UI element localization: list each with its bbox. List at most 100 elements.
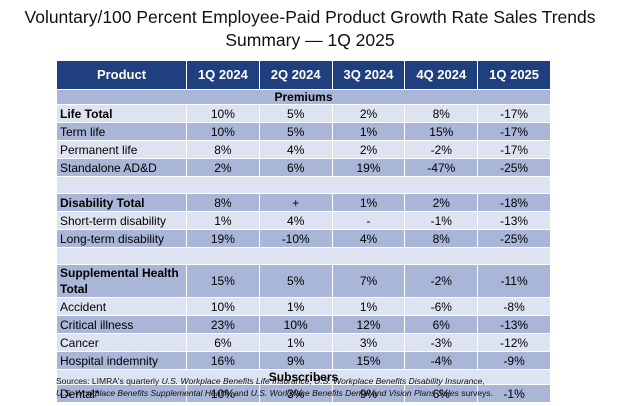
cell-value: 2%: [331, 140, 406, 159]
cell-value: 1%: [186, 211, 260, 230]
table-row: Long-term disability 19% -10% 4% 8% -25%: [56, 229, 551, 248]
row-label: Short-term disability: [56, 211, 187, 230]
table-header-row: Product 1Q 2024 2Q 2024 3Q 2024 4Q 2024 …: [56, 60, 551, 90]
cell-value: 1%: [258, 297, 333, 316]
cell-value: 3%: [331, 333, 406, 352]
cell-value: -6%: [404, 297, 479, 316]
row-label: Permanent life: [56, 140, 187, 159]
sources-text: ,: [309, 376, 315, 386]
spacer-row: [56, 247, 551, 265]
row-label: Life Total: [56, 104, 187, 123]
cell-value: -1%: [404, 211, 479, 230]
row-label: Hospital indemnity: [56, 351, 187, 370]
cell-value: -47%: [404, 158, 479, 177]
column-header-3q-2024: 3Q 2024: [331, 60, 406, 90]
cell-value: 19%: [331, 158, 406, 177]
cell-value: 5%: [258, 104, 333, 123]
cell-value: 1%: [331, 297, 406, 316]
cell-value: 23%: [186, 315, 260, 334]
cell-value: 15%: [186, 264, 260, 298]
cell-value: -13%: [477, 211, 551, 230]
spacer-row: [56, 176, 551, 194]
cell-value: 1%: [258, 333, 333, 352]
cell-value: 10%: [186, 104, 260, 123]
cell-value: 10%: [186, 297, 260, 316]
row-label: Supplemental Health Total: [56, 264, 187, 298]
survey-name: U.S. Workplace Benefits Life Insurance: [161, 376, 310, 386]
table-row: Cancer 6% 1% 3% -3% -12%: [56, 333, 551, 352]
table-row: Critical illness 23% 10% 12% 6% -13%: [56, 315, 551, 334]
cell-value: -17%: [477, 104, 551, 123]
table-row: Accident 10% 1% 1% -6% -8%: [56, 297, 551, 316]
spacer-cell: [56, 247, 551, 265]
cell-value: 2%: [404, 193, 479, 212]
column-header-4q-2024: 4Q 2024: [404, 60, 479, 90]
cell-value: 8%: [404, 229, 479, 248]
table-row: Term life 10% 5% 1% 15% -17%: [56, 122, 551, 141]
cell-value: +: [258, 193, 333, 212]
cell-value: 2%: [186, 158, 260, 177]
cell-value: -10%: [258, 229, 333, 248]
column-header-product: Product: [56, 60, 187, 90]
cell-value: 15%: [404, 122, 479, 141]
cell-value: -11%: [477, 264, 551, 298]
survey-name: U.S. Workplace Benefits Supplemental Hea…: [56, 388, 230, 398]
survey-name: U.S. Workplace Benefits Disability Insur…: [314, 376, 483, 386]
cell-value: 9%: [331, 384, 406, 403]
cell-value: 1%: [331, 193, 406, 212]
row-label: Long-term disability: [56, 229, 187, 248]
cell-value: 19%: [186, 229, 260, 248]
cell-value: 6%: [258, 158, 333, 177]
cell-value: -12%: [477, 333, 551, 352]
cell-value: -18%: [477, 193, 551, 212]
cell-value: -17%: [477, 140, 551, 159]
cell-value: -3%: [404, 333, 479, 352]
row-label: Dental*: [56, 384, 187, 403]
sources-text: Sources: LIMRA's quarterly: [56, 376, 162, 386]
sources-text: surveys.: [458, 388, 493, 398]
section-label-premiums: Premiums: [56, 89, 551, 105]
cell-value: -4%: [404, 351, 479, 370]
table-row: Permanent life 8% 4% 2% -2% -17%: [56, 140, 551, 159]
sources-footnote: Sources: LIMRA's quarterly U.S. Workplac…: [56, 375, 616, 399]
page-title: Voluntary/100 Percent Employee-Paid Prod…: [24, 7, 596, 50]
cell-value: -8%: [477, 297, 551, 316]
cell-value: 7%: [331, 264, 406, 298]
cell-value: 4%: [331, 229, 406, 248]
column-header-1q-2025: 1Q 2025: [477, 60, 551, 90]
cell-value: 2%: [331, 104, 406, 123]
row-label: Disability Total: [56, 193, 187, 212]
cell-value: 12%: [331, 315, 406, 334]
cell-value: 6%: [186, 333, 260, 352]
column-header-1q-2024: 1Q 2024: [186, 60, 260, 90]
cell-value: -25%: [477, 158, 551, 177]
table-row: Standalone AD&D 2% 6% 19% -47% -25%: [56, 158, 551, 177]
cell-value: 5%: [258, 264, 333, 298]
sources-text: , and: [229, 388, 251, 398]
table-row: Short-term disability 1% 4% - -1% -13%: [56, 211, 551, 230]
table-row: Supplemental Health Total 15% 5% 7% -2% …: [56, 264, 551, 298]
cell-value: 6%: [404, 315, 479, 334]
cell-value: -17%: [477, 122, 551, 141]
cell-value: 3%: [258, 384, 333, 403]
cell-value: -25%: [477, 229, 551, 248]
cell-value: 16%: [186, 351, 260, 370]
cell-value: -13%: [477, 315, 551, 334]
row-label: Term life: [56, 122, 187, 141]
cell-value: 1%: [331, 122, 406, 141]
cell-value: 4%: [258, 211, 333, 230]
cell-value: 10%: [186, 384, 260, 403]
sales-trends-table: Product 1Q 2024 2Q 2024 3Q 2024 4Q 2024 …: [56, 60, 551, 403]
cell-value: 6%: [404, 384, 479, 403]
table-row: Hospital indemnity 16% 9% 15% -4% -9%: [56, 351, 551, 370]
cell-value: 4%: [258, 140, 333, 159]
survey-name: U.S. Workplace Benefits Dental and Visio…: [250, 388, 459, 398]
table-row: Disability Total 8% + 1% 2% -18%: [56, 193, 551, 212]
table-row: Dental* 10% 3% 9% 6% -1%: [56, 384, 551, 403]
cell-value: -1%: [477, 384, 551, 403]
row-label: Accident: [56, 297, 187, 316]
cell-value: -2%: [404, 264, 479, 298]
spacer-cell: [56, 176, 551, 194]
cell-value: 10%: [186, 122, 260, 141]
section-label-subscribers: Subscribers: [56, 369, 551, 385]
